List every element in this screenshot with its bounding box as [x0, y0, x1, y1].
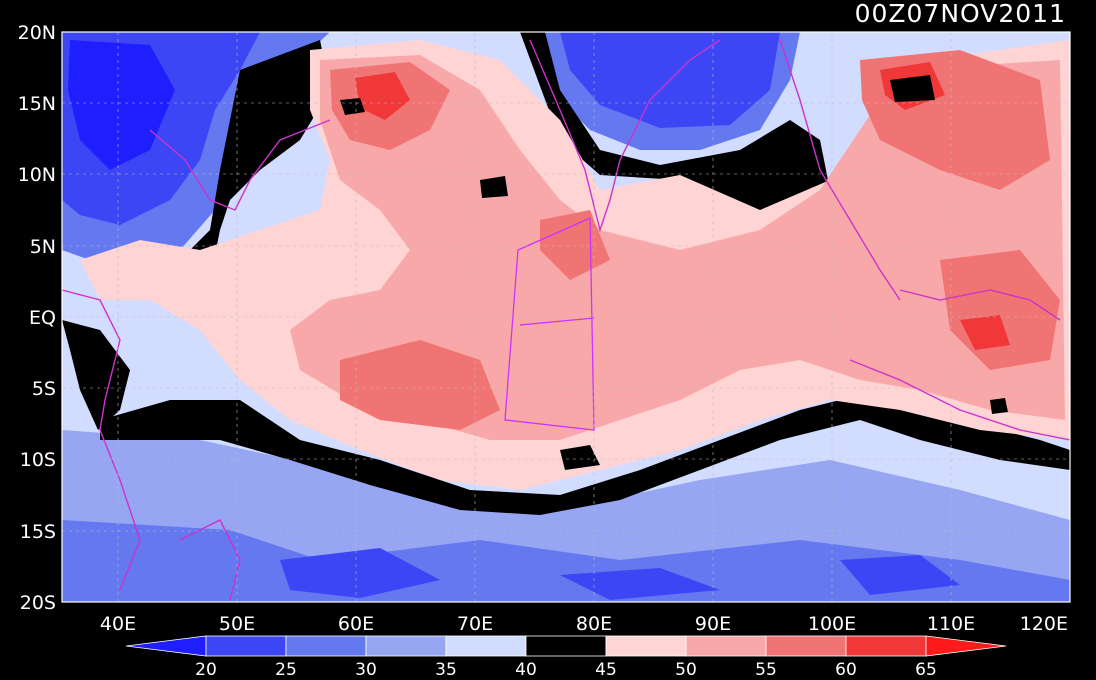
plot-frame	[61, 31, 1071, 603]
colorbar-label: 30	[355, 660, 377, 680]
colorbar-segment	[285, 635, 367, 657]
colorbar-arrow-high	[925, 635, 1007, 657]
darkest-blue-south	[280, 548, 960, 600]
black-band-north	[170, 40, 330, 280]
coastline	[62, 39, 1070, 601]
colorbar-label: 60	[835, 660, 857, 680]
lat-label: 15S	[20, 521, 56, 543]
lon-label: 100E	[808, 613, 856, 635]
red-region-55	[290, 55, 1065, 440]
lon-label: 110E	[927, 613, 975, 635]
colorbar-label: 65	[915, 660, 937, 680]
timestamp: 00Z07NOV2011	[855, 0, 1066, 28]
lon-label: 40E	[100, 613, 136, 635]
lon-label: 60E	[338, 613, 374, 635]
colorbar-segment	[445, 635, 527, 657]
colorbar-label: 35	[435, 660, 457, 680]
colorbar-label: 25	[275, 660, 297, 680]
colorbar-label: 55	[755, 660, 777, 680]
latitude-labels: 20N 15N 10N 5N EQ 5S 10S 15S 20S	[18, 22, 56, 614]
colorbar-segment	[365, 635, 447, 657]
colorbar-segment	[525, 635, 607, 657]
lon-label: 80E	[576, 613, 612, 635]
lat-label: 5S	[32, 378, 56, 400]
grid-lines	[62, 32, 1070, 602]
darkest-blue-region	[68, 40, 175, 170]
lat-label: 5N	[30, 236, 56, 258]
black-band-bengal	[520, 32, 830, 215]
colorbar-segment	[685, 635, 767, 657]
colorbar-label: 45	[595, 660, 617, 680]
lon-label: 50E	[219, 613, 255, 635]
colorbar-segment	[765, 635, 847, 657]
lon-label: 120E	[1020, 613, 1068, 635]
colorbar: 20 25 30 35 40 45 50 55 60 65	[125, 635, 1007, 680]
colorbar-segment	[845, 635, 927, 657]
lat-label: 20N	[18, 22, 56, 44]
colorbar-label: 20	[195, 660, 217, 680]
contour-field	[62, 32, 1070, 602]
black-band-south	[100, 390, 1070, 515]
black-band-west	[62, 320, 130, 430]
longitude-labels: 40E 50E 60E 70E 80E 90E 100E 110E 120E	[100, 613, 1068, 635]
lat-label: 10S	[20, 449, 56, 471]
colorbar-label: 50	[675, 660, 697, 680]
colorbar-segment	[205, 635, 287, 657]
colorbar-segment	[605, 635, 687, 657]
lon-label: 90E	[695, 613, 731, 635]
colorbar-arrow-low	[125, 635, 207, 657]
lat-label: EQ	[29, 307, 56, 329]
lon-label: 70E	[457, 613, 493, 635]
lat-label: 15N	[18, 93, 56, 115]
lat-label: 10N	[18, 164, 56, 186]
colorbar-label: 40	[515, 660, 537, 680]
lat-label: 20S	[20, 592, 56, 614]
analysis-box	[504, 217, 595, 431]
